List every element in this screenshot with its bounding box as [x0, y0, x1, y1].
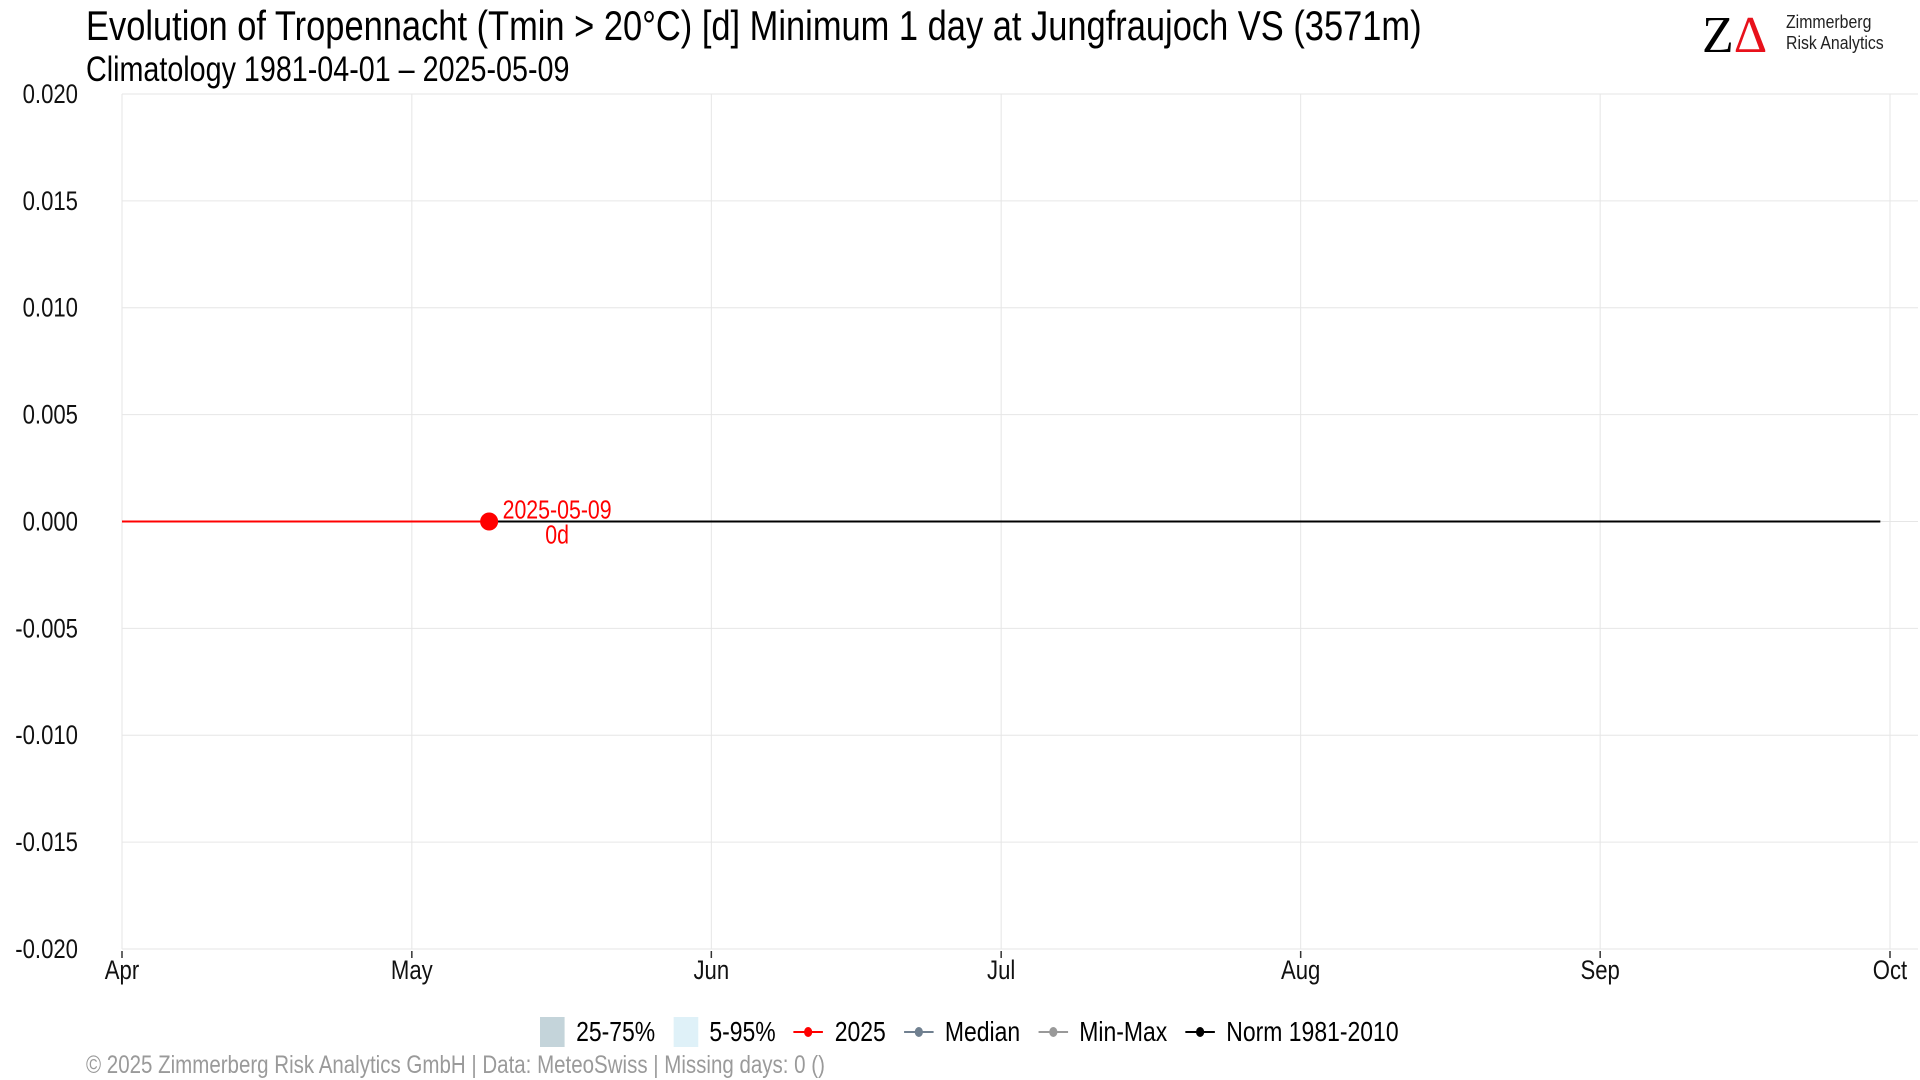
legend-item: 2025 — [793, 1016, 886, 1048]
chart-plot: 0.020 0.015 0.010 0.005 0.000 -0.005 -0.010 -0.… — [15, 80, 1918, 986]
logo-delta: Δ — [1733, 7, 1768, 64]
x-tick-label: Sep — [1580, 956, 1619, 986]
legend-line-key — [1038, 1017, 1068, 1047]
legend-line-key — [903, 1017, 934, 1047]
legend-item: Min-Max — [1038, 1016, 1167, 1048]
legend-line-key — [793, 1017, 824, 1047]
legend-label: 2025 — [834, 1016, 886, 1047]
y-tick-label: 0.015 — [23, 187, 78, 217]
chart-subtitle: Climatology 1981-04-01 – 2025-05-09 — [86, 50, 570, 89]
x-axis: Apr May Jun Jul Aug Sep Oct — [105, 951, 1908, 986]
x-tick-label: May — [391, 956, 433, 986]
legend-label: 5-95% — [709, 1016, 776, 1047]
legend-swatch — [673, 1017, 698, 1047]
legend-item: 25-75% — [540, 1016, 655, 1048]
logo-text: Zimmerberg Risk Analytics — [1786, 12, 1884, 54]
x-tick-label: Oct — [1873, 956, 1908, 986]
footer-credits: © 2025 Zimmerberg Risk Analytics GmbH | … — [86, 1051, 825, 1079]
y-tick-label: 0.010 — [23, 294, 78, 324]
y-tick-label: -0.015 — [15, 828, 78, 858]
legend-label: 25-75% — [576, 1016, 656, 1047]
y-tick-label: -0.020 — [15, 935, 78, 965]
x-tick-label: Jul — [987, 956, 1015, 986]
logo-line-2: Risk Analytics — [1786, 33, 1884, 53]
y-axis: 0.020 0.015 0.010 0.005 0.000 -0.005 -0.010 -0.… — [15, 80, 78, 965]
legend-line-key — [1185, 1017, 1215, 1047]
current-point — [480, 512, 499, 531]
legend-key-point — [1048, 1027, 1058, 1037]
chart-title: Evolution of Tropennacht (Tmin > 20°C) [… — [86, 2, 1422, 49]
legend-item: 5-95% — [673, 1016, 776, 1048]
y-tick-label: -0.010 — [15, 721, 78, 751]
legend-item: Median — [903, 1016, 1021, 1048]
annotation-value: 0d — [545, 521, 569, 551]
chart-legend: 25-75% 5-95% 2025 Median Min-Max Norm 1981-20… — [540, 1014, 1417, 1050]
logo-z: Z — [1702, 7, 1734, 64]
legend-key-point — [914, 1027, 923, 1037]
legend-key-point — [804, 1027, 813, 1037]
logo-line-1: Zimmerberg — [1786, 12, 1872, 32]
y-tick-label: 0.005 — [23, 401, 78, 431]
legend-key-point — [1195, 1027, 1205, 1037]
x-tick-label: Apr — [105, 956, 139, 986]
company-logo: ZΔ Zimmerberg Risk Analytics — [1702, 8, 1902, 64]
x-tick-label: Jun — [693, 956, 729, 986]
y-tick-label: -0.005 — [15, 614, 78, 644]
annotation-date: 2025-05-09 — [503, 496, 612, 526]
legend-swatch — [540, 1017, 565, 1047]
legend-item: Norm 1981-2010 — [1185, 1016, 1399, 1048]
legend-label: Min-Max — [1079, 1016, 1168, 1047]
logo-mark-icon: ZΔ — [1702, 8, 1767, 64]
x-tick-label: Aug — [1281, 956, 1320, 986]
y-tick-label: 0.020 — [23, 80, 78, 110]
legend-label: Norm 1981-2010 — [1226, 1016, 1399, 1047]
y-tick-label: 0.000 — [23, 508, 78, 538]
legend-label: Median — [944, 1016, 1021, 1047]
